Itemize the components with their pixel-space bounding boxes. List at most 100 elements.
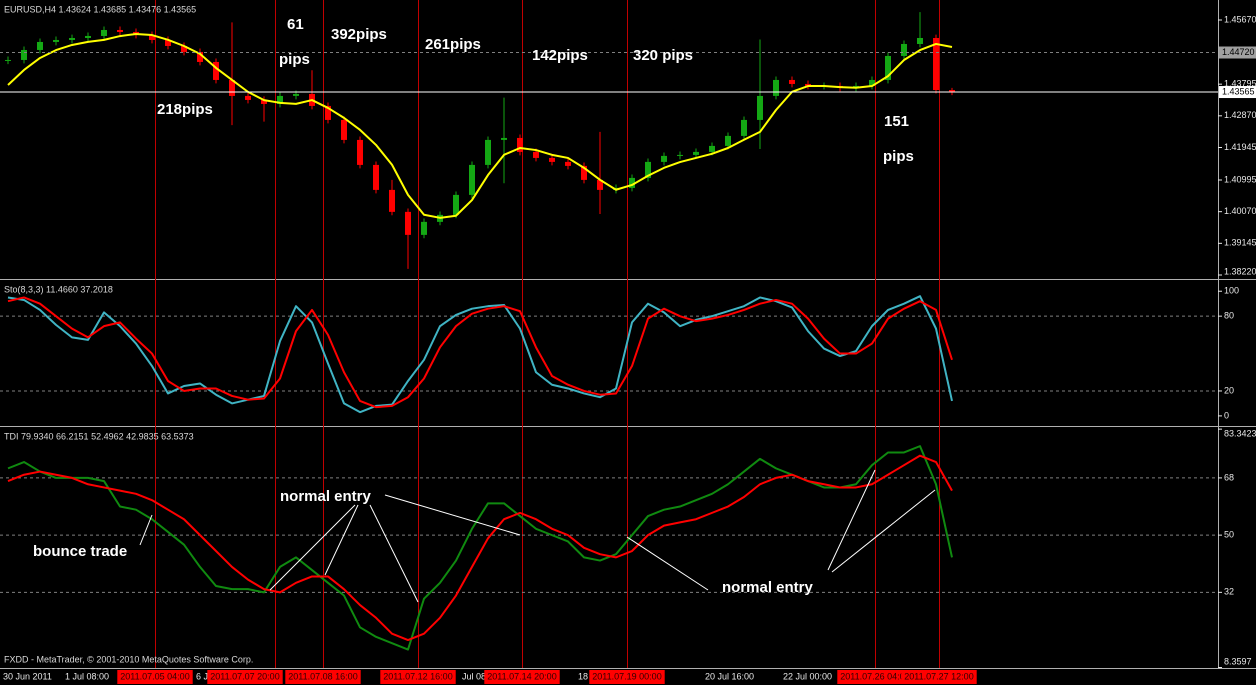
candle-body: [357, 139, 363, 165]
candle-body: [469, 164, 475, 195]
pointer-lines: [139, 469, 936, 603]
y-tick-label: 83.3423: [1224, 428, 1256, 438]
candle-body: [453, 194, 459, 215]
y-tick-label: 1.43795: [1224, 79, 1256, 89]
y-tick-label: 1.42870: [1224, 110, 1256, 120]
y-tick-label: 1.41945: [1224, 142, 1256, 152]
candle-body: [709, 145, 715, 152]
candle-body: [501, 137, 507, 140]
time-label-marker: 2011.07.14 20:00: [487, 671, 556, 681]
time-label-box: [380, 670, 456, 684]
time-label-marker: 2011.07.08 16:00: [288, 671, 357, 681]
candle-body: [245, 95, 251, 100]
price-label-box: [1219, 46, 1256, 59]
candle-body: [405, 211, 411, 235]
price-label: 1.43565: [1222, 86, 1255, 96]
candle-body: [517, 137, 523, 152]
candle-body: [421, 221, 427, 235]
candle-body: [389, 189, 395, 212]
y-tick-label: 1.39145: [1224, 238, 1256, 248]
plot: [0, 12, 1222, 668]
candle-body: [629, 177, 635, 188]
y-tick-label: 100: [1224, 286, 1239, 296]
pointer: [831, 489, 936, 573]
pane-header: Sto(8,3,3) 11.4660 37.2018: [4, 284, 113, 294]
candle-body: [805, 83, 811, 86]
time-label-marker: 2011.07.12 16:00: [383, 671, 452, 681]
annotation: pips: [279, 51, 310, 68]
pointer: [269, 504, 356, 591]
price-label-box: [1219, 86, 1256, 99]
candle-body: [21, 49, 27, 60]
y-tick-label: 1.40070: [1224, 206, 1256, 216]
candle-body: [693, 151, 699, 155]
time-axis: 30 Jun 2011 1 Jul 08:00 6 Jul 00:00 Jul …: [3, 670, 977, 684]
annotation: 142pips: [532, 47, 588, 64]
annotation: normal entry: [722, 579, 814, 596]
candle-body: [549, 157, 555, 162]
candle-body: [533, 151, 539, 158]
y-tick-label: 1.45670: [1224, 14, 1256, 24]
y-tick-label: 8.3597: [1224, 656, 1252, 666]
annotation: pips: [883, 148, 914, 165]
y-tick-label: 50: [1224, 530, 1234, 540]
candle-body: [725, 135, 731, 146]
candle-body: [213, 61, 219, 80]
annotation: 392pips: [331, 26, 387, 43]
candle-body: [325, 105, 331, 120]
candle-body: [101, 29, 107, 36]
y-tick-label: 80: [1224, 311, 1234, 321]
series-line: [7, 296, 953, 409]
series-line: [7, 454, 953, 642]
series-line: [7, 295, 953, 414]
candle-body: [485, 139, 491, 165]
y-tick-label: 32: [1224, 587, 1234, 597]
candle-body: [661, 155, 667, 162]
annotation: 261pips: [425, 36, 481, 53]
time-label: 30 Jun 2011: [3, 671, 52, 681]
time-label-box: [484, 670, 560, 684]
y-tick-label: 1.40995: [1224, 174, 1256, 184]
candle-body: [197, 51, 203, 62]
candle-body: [741, 119, 747, 136]
candle-body: [261, 99, 267, 104]
candle-body: [581, 165, 587, 180]
time-label-box: [837, 670, 913, 684]
annotation: 320 pips: [633, 47, 693, 64]
time-label-marker: 2011.07.27 12:00: [904, 671, 973, 681]
candle-body: [69, 37, 75, 40]
y-tick-label: 20: [1224, 385, 1234, 395]
candle-body: [933, 37, 939, 91]
annotation: 151: [884, 113, 909, 130]
time-label-box: [117, 670, 193, 684]
annotation: 218pips: [157, 101, 213, 118]
footer: FXDD - MetaTrader, © 2001-2010 MetaQuote…: [4, 654, 253, 664]
candle-body: [789, 79, 795, 84]
candle-body: [229, 79, 235, 96]
candle-body: [117, 29, 123, 32]
candle-body: [149, 34, 155, 40]
candle-body: [181, 45, 187, 52]
time-label: 20 Jul 16:00: [705, 671, 754, 681]
candle-body: [37, 41, 43, 50]
time-label-marker: 2011.07.19 00:00: [592, 671, 661, 681]
candle-body: [85, 35, 91, 38]
y-tick-label: 68: [1224, 472, 1234, 482]
candle-body: [565, 161, 571, 166]
candle-body: [277, 95, 283, 104]
pointer: [139, 514, 153, 546]
candle-body: [901, 43, 907, 56]
time-label: 18: [578, 671, 588, 681]
candle-body: [293, 93, 299, 96]
candle-body: [677, 154, 683, 156]
y-tick-label: 1.38220: [1224, 266, 1256, 276]
candle-body: [773, 79, 779, 96]
candle-body: [757, 95, 763, 120]
vertical-markers: [155, 0, 940, 668]
y-tick-label: 0: [1224, 410, 1229, 420]
candle-body: [341, 119, 347, 140]
pointer: [827, 469, 876, 571]
candle-body: [869, 79, 875, 86]
